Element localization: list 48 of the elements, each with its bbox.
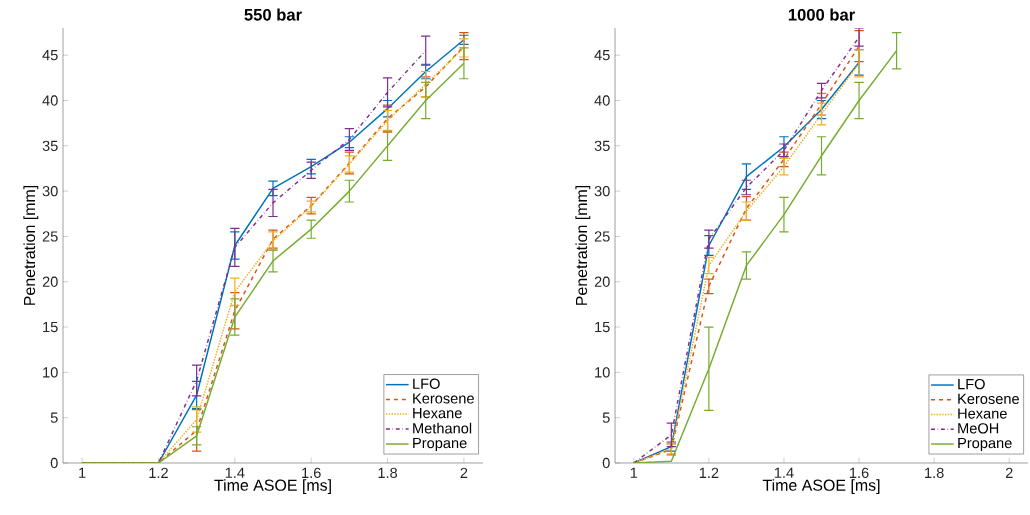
y-tick-label: 40 [594,95,610,106]
x-tick-label: 1.4 [774,467,794,478]
y-tick-label: 0 [50,457,58,469]
x-tick-label: 1.8 [378,467,398,479]
chart-title: 550 bar [244,8,302,21]
y-tick-label: 5 [50,412,58,423]
y-tick-label: 35 [594,140,610,151]
y-tick-label: 30 [594,185,610,197]
x-tick-label: 1.6 [302,467,321,479]
x-tick-label: 1.4 [225,467,245,478]
y-tick-label: 15 [43,321,58,333]
legend-label: LFO [413,378,440,389]
y-tick-label: 25 [42,231,58,242]
x-axis-title: Time ASOE [ms] [762,479,880,495]
x-tick-label: 1.2 [699,467,719,478]
x-tick-label: 1.6 [850,467,869,479]
y-tick-label: 30 [42,185,58,197]
legend-label: Kerosene [958,393,1019,404]
legend-label: Kerosene [413,393,474,404]
x-tick-label: 1 [630,467,638,478]
y-tick-label: 20 [42,276,58,287]
y-axis-title: Penetration [mm] [575,185,591,305]
x-tick-label: 1.2 [149,467,168,478]
x-tick-label: 1 [79,467,86,478]
y-tick-label: 35 [42,140,58,151]
y-tick-label: 0 [602,457,610,469]
chart-title: 1000 bar [788,8,855,21]
y-tick-label: 25 [594,231,610,242]
y-tick-label: 45 [42,50,58,61]
y-tick-label: 40 [42,95,58,106]
x-axis-title: Time ASOE [ms] [214,479,331,495]
legend-label: LFO [958,378,985,390]
y-axis-title: Penetration [mm] [23,185,39,305]
x-tick-label: 2 [460,467,468,478]
legend-label: Hexane [413,408,462,419]
legend-label: Methanol [413,422,472,434]
y-tick-label: 20 [594,276,610,287]
y-tick-label: 15 [595,321,610,333]
x-tick-label: 1.8 [925,467,944,479]
legend-label: Hexane [958,408,1007,419]
y-tick-label: 10 [595,367,610,378]
x-tick-label: 2 [1005,467,1013,478]
legend-label: MeOH [958,423,999,434]
y-tick-label: 5 [602,412,610,423]
y-tick-label: 45 [594,50,610,61]
y-tick-label: 10 [43,367,58,378]
legend-label: Propane [958,438,1012,452]
legend-label: Propane [413,438,467,452]
